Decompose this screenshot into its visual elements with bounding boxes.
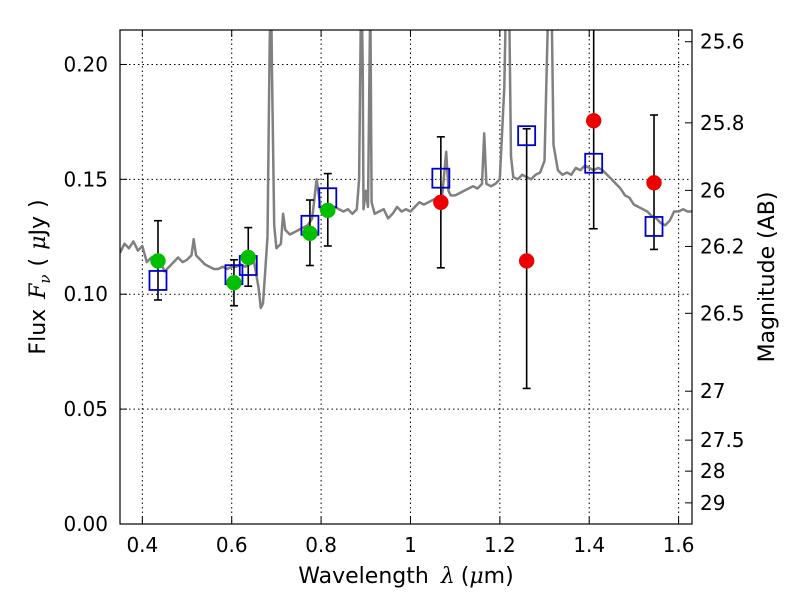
- model-square-point: [148, 270, 168, 291]
- observed-circle-point: [646, 175, 662, 191]
- x-tick-label: 1.4: [573, 533, 605, 557]
- y2-tick-label: 27.5: [700, 428, 745, 452]
- model-square-point: [584, 152, 604, 174]
- observed-circle-point: [226, 274, 242, 291]
- x-tick-label: 0.8: [305, 533, 337, 557]
- observed-circle-point: [518, 253, 535, 269]
- x-tick-label: 0.6: [216, 533, 248, 557]
- model-square-point: [644, 216, 664, 237]
- x-tick-label: 1.6: [663, 533, 695, 557]
- observed-circle-point: [320, 202, 336, 219]
- y-tick-label: 0.20: [63, 52, 108, 76]
- y2-tick-label: 26.2: [700, 234, 745, 258]
- x-axis-ticks: 0.4 0.6 0.8 1 1.2 1.4 1.6: [126, 30, 695, 557]
- y-axis-ticks: 0.00 0.05 0.10 0.15 0.20: [63, 52, 127, 536]
- y-tick-label: 0.00: [63, 512, 108, 536]
- y-axis-title: FluxFν(μJy): [26, 199, 54, 354]
- y2-tick-label: 26: [700, 178, 725, 202]
- x-tick-label: 1: [404, 533, 417, 557]
- x-tick-label: 0.4: [126, 533, 158, 557]
- observed-circle-point: [585, 113, 602, 129]
- y-tick-label: 0.15: [63, 167, 108, 191]
- y2-tick-label: 28: [700, 459, 725, 483]
- observed-circle-point: [240, 249, 257, 266]
- y-tick-label: 0.05: [63, 397, 108, 421]
- model-spectrum: [120, 30, 692, 310]
- observed-circle-point: [150, 253, 166, 269]
- observed-photometry-points: [150, 113, 662, 291]
- spectrum-line: [120, 30, 692, 310]
- y2-axis-ticks: 25.6 25.8 26 26.2 26.5 27 27.5 28 29: [685, 30, 745, 515]
- y2-tick-label: 25.8: [700, 111, 745, 135]
- observed-circle-point: [302, 225, 318, 242]
- x-tick-label: 1.2: [484, 533, 516, 557]
- observed-circle-point: [433, 194, 449, 211]
- y2-tick-label: 29: [700, 491, 725, 515]
- model-square-point: [431, 167, 451, 189]
- plot-frame: [119, 29, 693, 525]
- y-tick-label: 0.10: [63, 282, 108, 306]
- model-square-point: [517, 125, 537, 147]
- x-axis-title: Wavelength λ (μm): [298, 564, 513, 589]
- y2-tick-label: 27: [700, 379, 725, 403]
- y2-tick-label: 26.5: [700, 301, 745, 325]
- y2-axis-title: Magnitude (AB): [755, 192, 780, 363]
- y2-tick-label: 25.6: [700, 30, 745, 54]
